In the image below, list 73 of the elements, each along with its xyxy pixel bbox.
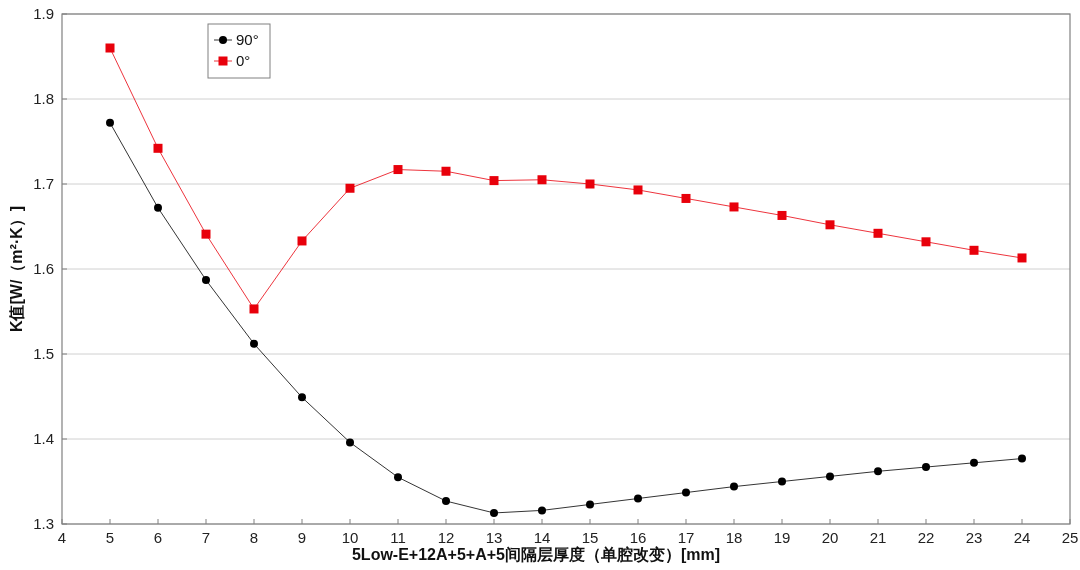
y-tick-label: 1.7 xyxy=(33,175,54,192)
point xyxy=(250,339,258,348)
point xyxy=(201,229,211,239)
legend-label: 90° xyxy=(236,31,259,48)
legend-label: 0° xyxy=(236,52,251,69)
x-tick-label: 16 xyxy=(629,529,647,546)
x-tick-label: 18 xyxy=(725,529,743,546)
point xyxy=(586,500,594,509)
x-tick-label: 7 xyxy=(201,529,211,546)
x-tick-label: 13 xyxy=(485,529,503,546)
point xyxy=(1018,454,1026,463)
point xyxy=(249,304,259,314)
x-tick-label: 6 xyxy=(153,529,163,546)
point xyxy=(202,276,210,285)
x-tick-label: 5 xyxy=(105,529,115,546)
y-axis-title: K值[W/（m²·K）] xyxy=(8,205,26,333)
point xyxy=(394,473,402,482)
point xyxy=(105,43,115,53)
point xyxy=(681,193,691,203)
y-tick-label: 1.8 xyxy=(33,90,54,107)
point xyxy=(346,438,354,447)
x-tick-label: 9 xyxy=(297,529,307,546)
point xyxy=(921,237,931,247)
point xyxy=(393,165,403,175)
x-tick-label: 10 xyxy=(341,529,359,546)
x-tick-label: 21 xyxy=(869,529,887,546)
point xyxy=(825,220,835,230)
y-tick-label: 1.4 xyxy=(33,430,54,447)
x-tick-label: 20 xyxy=(821,529,839,546)
y-tick-label: 1.9 xyxy=(33,5,54,22)
point xyxy=(106,118,114,127)
point xyxy=(633,185,643,195)
x-tick-label: 11 xyxy=(390,529,406,546)
point xyxy=(153,143,163,153)
y-tick-label: 1.6 xyxy=(33,260,54,277)
x-axis-title: 5Low-E+12A+5+A+5间隔层厚度（单腔改变）[mm] xyxy=(351,545,721,564)
point xyxy=(441,166,451,176)
x-tick-label: 25 xyxy=(1061,529,1079,546)
x-tick-label: 23 xyxy=(965,529,983,546)
x-tick-label: 4 xyxy=(57,529,67,546)
x-tick-label: 15 xyxy=(581,529,599,546)
point xyxy=(777,210,787,220)
point xyxy=(729,202,739,212)
point xyxy=(297,236,307,246)
point xyxy=(922,463,930,472)
point xyxy=(585,179,595,189)
point xyxy=(1017,253,1027,263)
point xyxy=(873,228,883,238)
x-tick-label: 22 xyxy=(917,529,935,546)
x-tick-label: 14 xyxy=(533,529,551,546)
point xyxy=(682,488,690,497)
point xyxy=(490,508,498,517)
x-tick-label: 8 xyxy=(249,529,259,546)
x-tick-label: 19 xyxy=(773,529,791,546)
y-tick-label: 1.3 xyxy=(33,515,54,532)
point xyxy=(298,393,306,402)
point xyxy=(969,245,979,255)
point xyxy=(154,203,162,212)
point xyxy=(826,472,834,481)
x-tick-label: 12 xyxy=(437,529,455,546)
point xyxy=(730,482,738,491)
point xyxy=(634,494,642,503)
point xyxy=(538,506,546,515)
x-tick-label: 17 xyxy=(677,529,695,546)
x-tick-label: 24 xyxy=(1013,529,1031,546)
point xyxy=(874,467,882,476)
point xyxy=(442,497,450,506)
point xyxy=(970,458,978,467)
y-tick-label: 1.5 xyxy=(33,345,54,362)
point xyxy=(345,183,355,193)
point xyxy=(537,175,547,185)
point xyxy=(778,477,786,486)
point xyxy=(489,176,499,186)
